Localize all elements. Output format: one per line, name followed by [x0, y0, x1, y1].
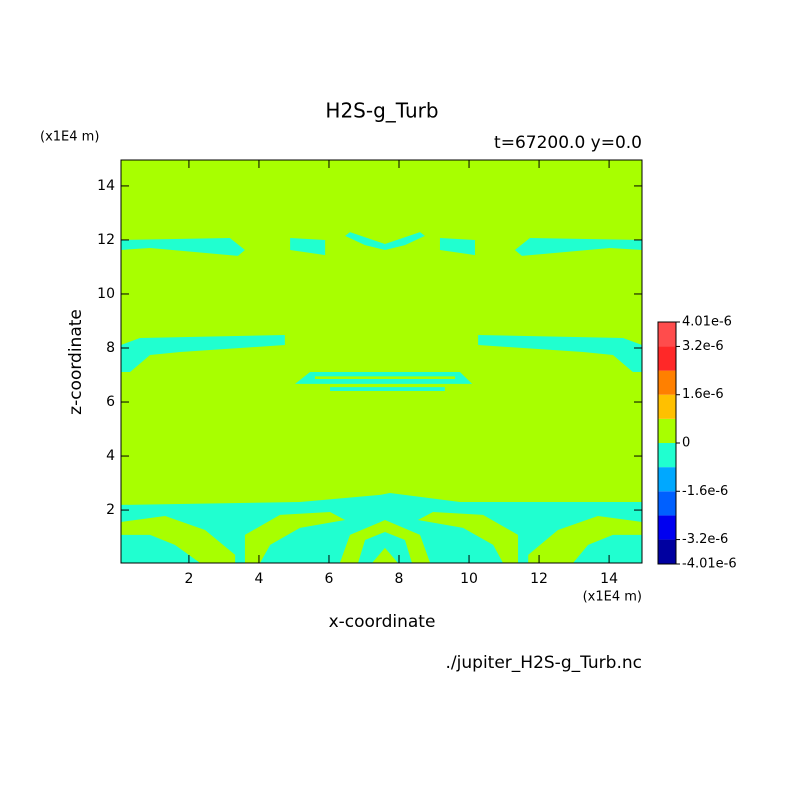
contour-region	[358, 531, 412, 563]
colorbar-band	[658, 394, 676, 419]
x-tick-label: 10	[460, 571, 478, 587]
plot-frame	[120, 159, 643, 564]
contour-region	[514, 238, 642, 256]
source-file: ./jupiter_H2S-g_Turb.nc	[446, 653, 642, 673]
colorbar-band	[658, 418, 676, 443]
colorbar-tick-label: -4.01e-6	[682, 557, 737, 572]
y-tick-label: 2	[106, 502, 115, 518]
colorbar-tick-label: -1.6e-6	[682, 484, 728, 499]
colorbar-band	[658, 370, 676, 395]
contour-region	[121, 516, 236, 563]
plot-area: 2 4 6 8 10 12 14 2 4 6 8 10 12 14	[97, 159, 643, 587]
x-tick-label: 14	[600, 571, 618, 587]
x-tick-label: 8	[395, 571, 404, 587]
x-tick-label: 4	[254, 571, 263, 587]
colorbar-band	[658, 443, 676, 468]
contour-region	[345, 232, 425, 250]
contour-region	[314, 376, 456, 380]
colorbar-tick-label: 3.2e-6	[682, 339, 724, 354]
colorbar-band	[658, 491, 676, 516]
contour-region	[290, 238, 326, 256]
y-axis-label: z-coordinate	[66, 309, 86, 415]
colorbar-tick-label: -3.2e-6	[682, 532, 728, 547]
contour-region	[244, 511, 346, 563]
y-tick-label: 8	[106, 340, 115, 356]
contour-region	[439, 238, 475, 256]
y-tick-label: 12	[97, 232, 115, 248]
colorbar-tick-label: 4.01e-6	[682, 315, 732, 330]
y-tick-label: 6	[106, 394, 115, 410]
y-unit: (x1E4 m)	[40, 130, 99, 145]
contour-region	[121, 238, 245, 256]
colorbar-tick-label: 0	[682, 436, 690, 451]
y-tick-label: 10	[97, 286, 115, 302]
colorbar: 4.01e-6 3.2e-6 1.6e-6 0 -1.6e-6 -3.2e-6 -4.01e…	[657, 315, 737, 572]
contour-region	[372, 547, 398, 563]
x-tick-label: 12	[530, 571, 548, 587]
x-tick-label: 6	[325, 571, 334, 587]
colorbar-band	[658, 346, 676, 371]
colorbar-tick-label: 1.6e-6	[682, 387, 724, 402]
contour-region	[417, 511, 519, 563]
chart-subtitle: t=67200.0 y=0.0	[494, 133, 642, 153]
y-tick-label: 14	[97, 178, 115, 194]
contour-region	[478, 335, 642, 373]
colorbar-band	[658, 539, 676, 564]
contour-region	[121, 335, 285, 373]
x-unit: (x1E4 m)	[583, 590, 642, 605]
colorbar-band	[658, 322, 676, 347]
y-tick-label: 4	[106, 448, 115, 464]
chart-title: H2S-g_Turb	[325, 99, 438, 123]
contour-region	[330, 387, 445, 391]
contour-region	[528, 516, 642, 563]
x-axis-label: x-coordinate	[329, 612, 436, 632]
colorbar-band	[658, 467, 676, 492]
x-tick-label: 2	[184, 571, 193, 587]
colorbar-band	[658, 515, 676, 540]
